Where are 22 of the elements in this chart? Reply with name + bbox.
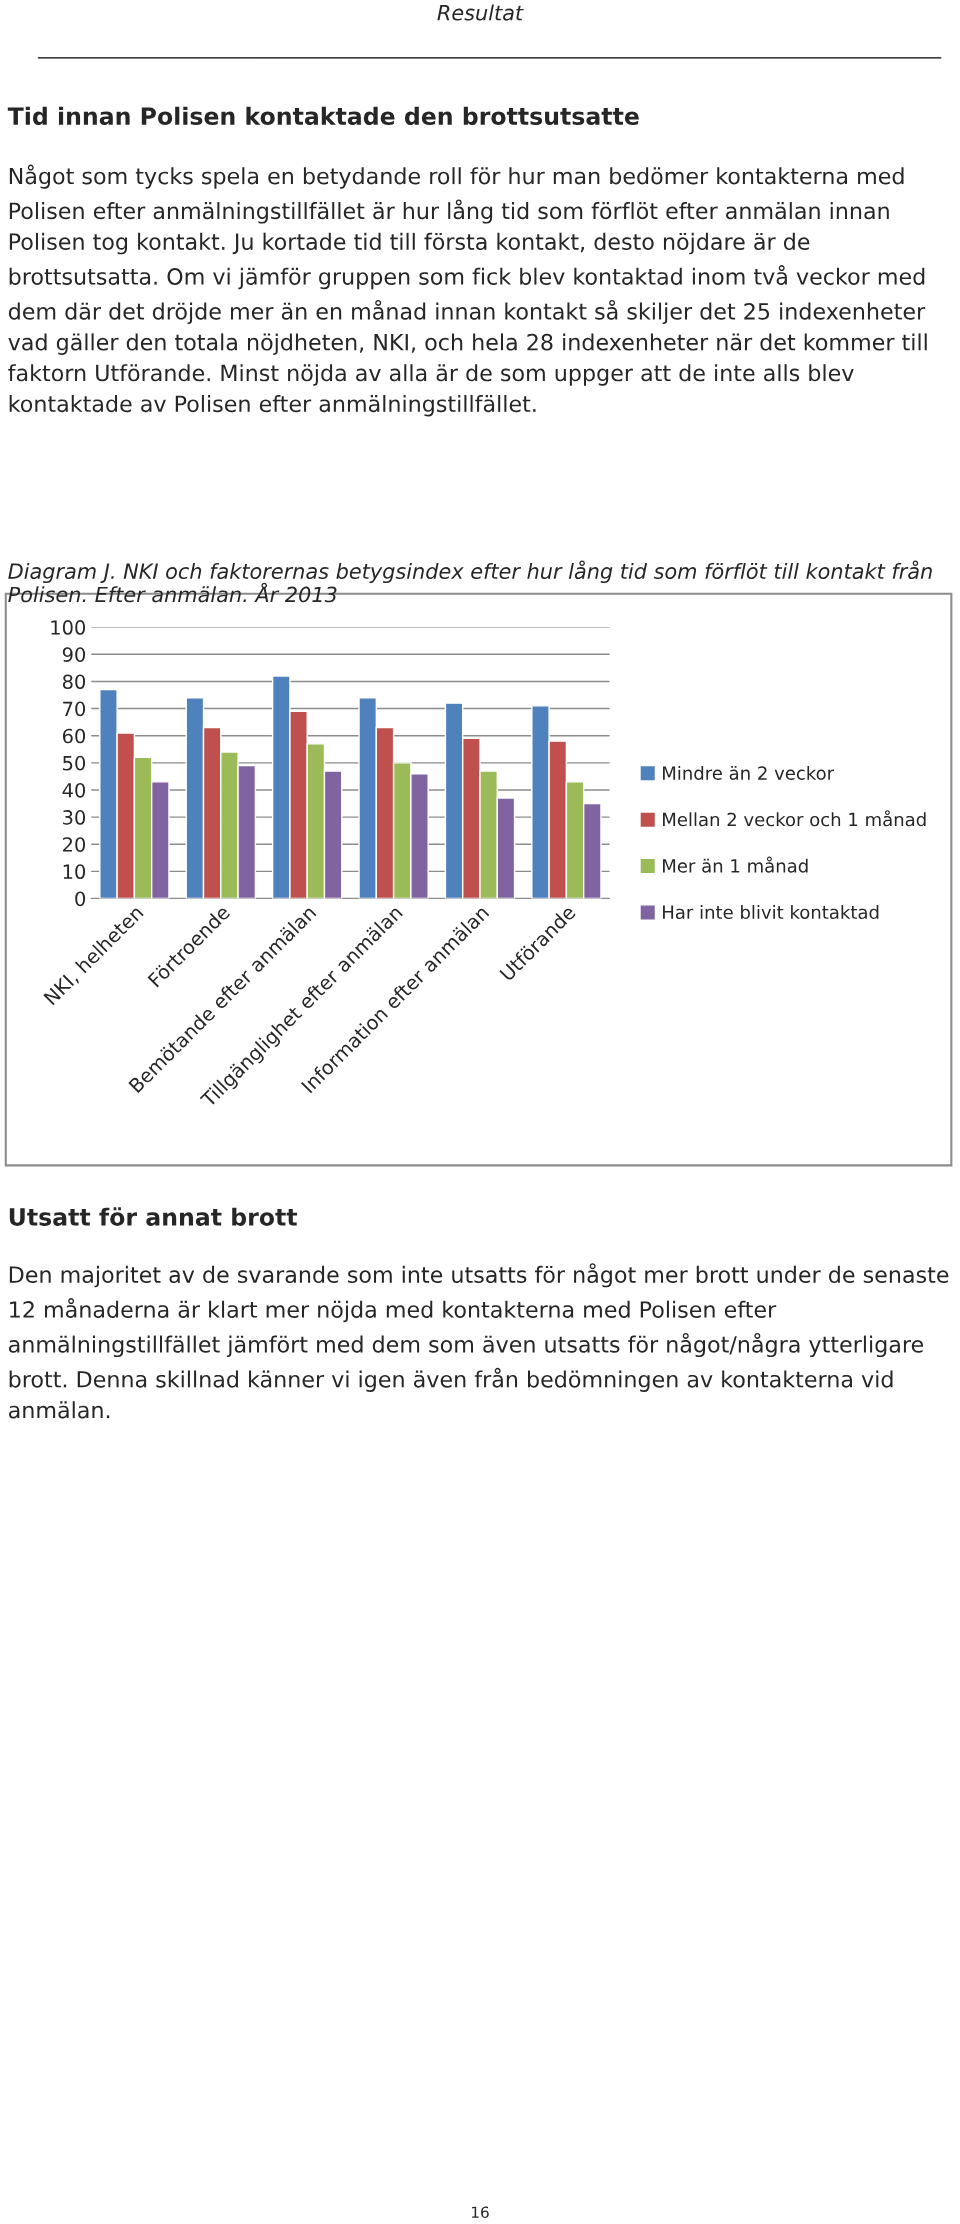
y-tick-label: 100 — [51, 620, 86, 635]
text: Den majoritet av de svarande som inte utsatts för något mer brott under de senaste 12 månaderna är klart mer nöjda med kontakterna med Polisen efter anmälningstillfället jämfört med dem som även utsatts för något/några ytterligare brott. Denna skillnad känner vi igen även från bedömningen av kontakterna vid anmälan. — [9, 1263, 949, 1419]
y-tick-label: 0 — [75, 891, 86, 907]
y-tick-label: 50 — [63, 755, 86, 771]
y-tick-label: 20 — [63, 837, 86, 852]
text: Resultat — [437, 4, 524, 21]
y-tick-label: 70 — [63, 701, 86, 717]
legend-label: Mellan 2 veckor och 1 månad — [663, 810, 926, 827]
text: Utsatt för annat brott — [9, 1207, 298, 1226]
text: Tid innan Polisen kontaktade den brottsutsatte — [7, 106, 639, 126]
y-tick-label: 10 — [63, 864, 86, 880]
chart-title: Diagram J. NKI och faktorernas betygsindex efter hur lång tid som förflöt till kontakt från Polisen. Efter anmälan. År 2013 — [8, 560, 932, 603]
legend-label: Mindre än 2 veckor — [663, 765, 835, 780]
legend-label: Har inte blivit kontaktad — [663, 905, 879, 920]
y-tick-label: 30 — [63, 810, 86, 825]
legend-label: Mer än 1 månad — [663, 856, 808, 873]
y-tick-label: 90 — [62, 647, 86, 662]
y-tick-label: 80 — [62, 674, 86, 690]
y-tick-label: 60 — [62, 728, 86, 744]
text: Något som tycks spela en betydande roll för hur man bedömer kontakterna med Polisen efter anmälningstillfället är hur lång tid som förflöt efter anmälan innan Polisen tog kontakt. Ju kortade tid till första kontakt, desto nöjdare är de brottsutsatta. Om vi jämför gruppen som fick blev kontaktad inom två veckor med dem där det dröjde mer än en månad innan kontakt så skiljer det 25 indexenheter vad gäller den totala nöjdheten, NKI, och hela 28 indexenheter när det kommer till faktorn Utförande. Minst nöjda av alla är de som uppger att de inte alls blev kontaktade av Polisen efter anmälningstillfället. — [8, 164, 927, 417]
y-tick-label: 40 — [62, 782, 86, 798]
text: 16 — [471, 2206, 489, 2219]
